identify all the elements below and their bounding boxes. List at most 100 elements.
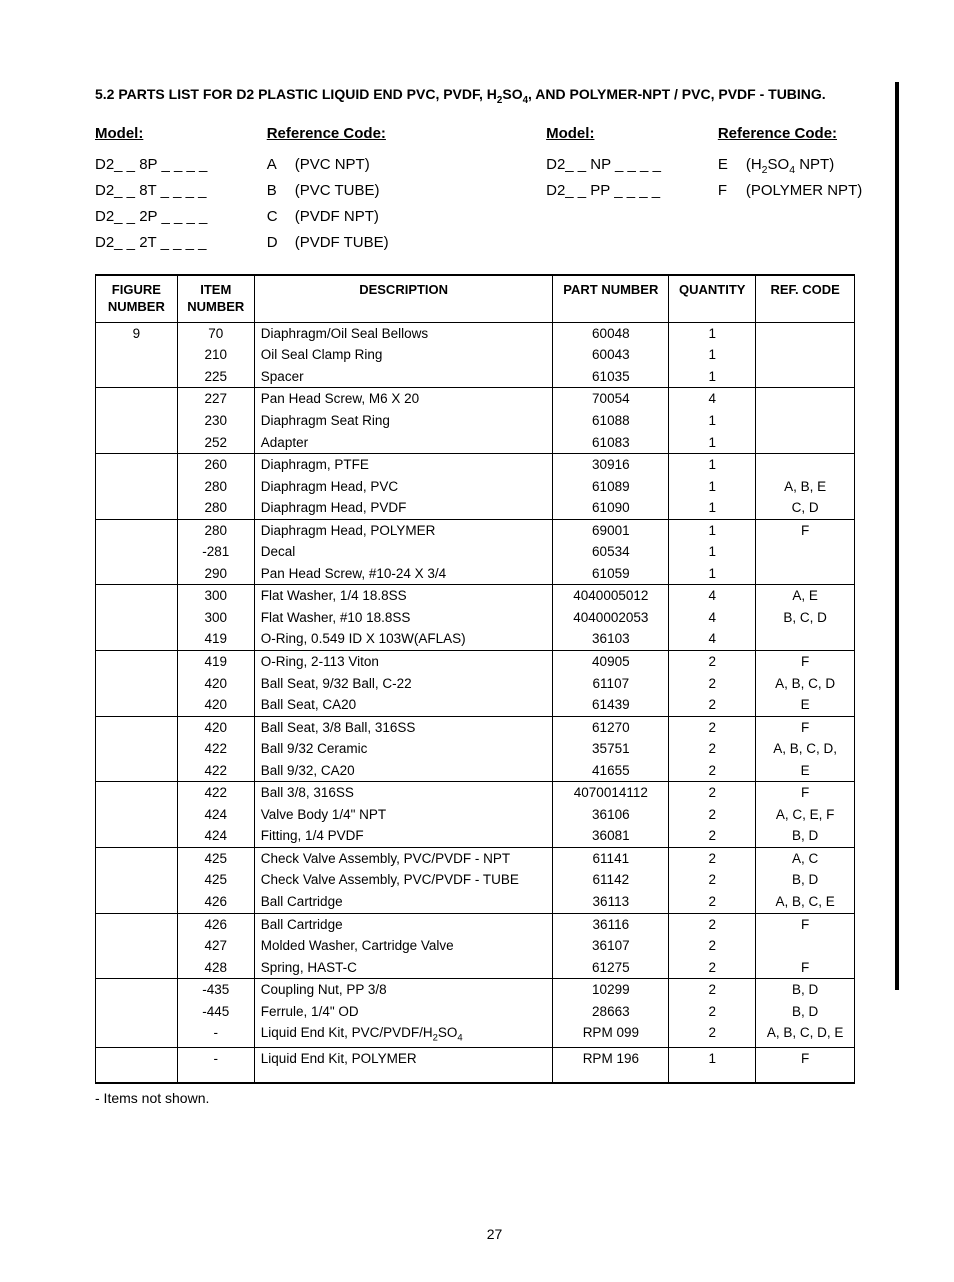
table-row: 970Diaphragm/Oil Seal Bellows600481	[96, 322, 855, 344]
cell-part: RPM 099	[553, 1022, 669, 1047]
cell-quantity: 2	[669, 913, 756, 935]
cell-quantity: 4	[669, 585, 756, 607]
cell-part: 61083	[553, 432, 669, 454]
table-row: 260Diaphragm, PTFE309161	[96, 454, 855, 476]
cell-refcode: B, D	[756, 825, 855, 847]
cell-description: Oil Seal Clamp Ring	[254, 344, 553, 366]
table-row: 280Diaphragm Head, PVC610891A, B, E	[96, 476, 855, 498]
cell-figure	[96, 957, 178, 979]
cell-description: Decal	[254, 541, 553, 563]
reference-code: F(POLYMER NPT)	[718, 178, 894, 204]
cell-quantity: 2	[669, 804, 756, 826]
cell-part: 61107	[553, 673, 669, 695]
cell-quantity: 1	[669, 476, 756, 498]
cell-figure	[96, 454, 178, 476]
cell-figure	[96, 738, 178, 760]
cell-part: 61089	[553, 476, 669, 498]
cell-description: Liquid End Kit, POLYMER	[254, 1048, 553, 1083]
cell-description: Pan Head Screw, M6 X 20	[254, 388, 553, 410]
reference-code: B(PVC TUBE)	[267, 178, 526, 204]
cell-part: 40905	[553, 651, 669, 673]
table-row: 300Flat Washer, 1/4 18.8SS40400050124A, …	[96, 585, 855, 607]
cell-part: 36116	[553, 913, 669, 935]
cell-refcode: A, B, C, D, E	[756, 1022, 855, 1047]
cell-refcode	[756, 935, 855, 957]
cell-quantity: 4	[669, 607, 756, 629]
cell-description: Valve Body 1/4" NPT	[254, 804, 553, 826]
table-row: 280Diaphragm Head, POLYMER690011F	[96, 519, 855, 541]
cell-refcode: F	[756, 651, 855, 673]
cell-part: 61088	[553, 410, 669, 432]
cell-figure	[96, 1001, 178, 1023]
cell-refcode: B, D	[756, 869, 855, 891]
cell-description: Diaphragm, PTFE	[254, 454, 553, 476]
section-title: 5.2 PARTS LIST FOR D2 PLASTIC LIQUID END…	[95, 85, 894, 107]
cell-item: 426	[177, 891, 254, 913]
cell-refcode: A, C	[756, 847, 855, 869]
cell-item: 280	[177, 476, 254, 498]
cell-description: Ball Seat, 3/8 Ball, 316SS	[254, 716, 553, 738]
cell-item: 425	[177, 869, 254, 891]
cell-refcode	[756, 410, 855, 432]
col-header-part: PART NUMBER	[553, 275, 669, 322]
cell-quantity: 2	[669, 979, 756, 1001]
cell-part: 61270	[553, 716, 669, 738]
cell-quantity: 2	[669, 891, 756, 913]
model-heading: Model:	[546, 125, 698, 142]
cell-item: 420	[177, 673, 254, 695]
cell-refcode: F	[756, 913, 855, 935]
cell-description: Ball Seat, 9/32 Ball, C-22	[254, 673, 553, 695]
cell-item: 428	[177, 957, 254, 979]
cell-item: -281	[177, 541, 254, 563]
cell-quantity: 1	[669, 541, 756, 563]
cell-refcode: B, D	[756, 1001, 855, 1023]
cell-item: 419	[177, 628, 254, 650]
table-header-row: FIGURE NUMBER ITEM NUMBER DESCRIPTION PA…	[96, 275, 855, 322]
table-row: 230Diaphragm Seat Ring610881	[96, 410, 855, 432]
cell-part: 4040002053	[553, 607, 669, 629]
table-row: 419O-Ring, 2-113 Viton409052F	[96, 651, 855, 673]
cell-quantity: 2	[669, 847, 756, 869]
cell-item: 422	[177, 782, 254, 804]
cell-figure	[96, 585, 178, 607]
cell-figure	[96, 563, 178, 585]
cell-item: 290	[177, 563, 254, 585]
cell-quantity: 2	[669, 1022, 756, 1047]
cell-description: Ferrule, 1/4" OD	[254, 1001, 553, 1023]
cell-refcode: F	[756, 1048, 855, 1083]
cell-figure	[96, 497, 178, 519]
table-row: -Liquid End Kit, PVC/PVDF/H2SO4RPM 0992A…	[96, 1022, 855, 1047]
cell-part: 36107	[553, 935, 669, 957]
cell-figure: 9	[96, 322, 178, 344]
cell-description: Coupling Nut, PP 3/8	[254, 979, 553, 1001]
cell-figure	[96, 804, 178, 826]
table-row: 425Check Valve Assembly, PVC/PVDF - NPT6…	[96, 847, 855, 869]
cell-description: Ball 9/32, CA20	[254, 760, 553, 782]
page: 5.2 PARTS LIST FOR D2 PLASTIC LIQUID END…	[0, 0, 954, 1282]
table-row: 422Ball 9/32, CA20416552E	[96, 760, 855, 782]
col-header-refcode: REF. CODE	[756, 275, 855, 322]
table-row: 225Spacer610351	[96, 366, 855, 388]
table-row: 227Pan Head Screw, M6 X 20700544	[96, 388, 855, 410]
cell-refcode: A, B, E	[756, 476, 855, 498]
cell-part: 61142	[553, 869, 669, 891]
cell-figure	[96, 716, 178, 738]
cell-quantity: 2	[669, 869, 756, 891]
table-row: 424Fitting, 1/4 PVDF360812B, D	[96, 825, 855, 847]
cell-refcode	[756, 322, 855, 344]
cell-description: Ball Seat, CA20	[254, 694, 553, 716]
table-row: 426Ball Cartridge361132A, B, C, E	[96, 891, 855, 913]
cell-quantity: 4	[669, 628, 756, 650]
cell-item: 422	[177, 760, 254, 782]
cell-refcode	[756, 388, 855, 410]
cell-description: Fitting, 1/4 PVDF	[254, 825, 553, 847]
cell-figure	[96, 673, 178, 695]
cell-item: -435	[177, 979, 254, 1001]
cell-quantity: 2	[669, 1001, 756, 1023]
cell-description: Molded Washer, Cartridge Valve	[254, 935, 553, 957]
cell-refcode	[756, 432, 855, 454]
cell-figure	[96, 388, 178, 410]
cell-figure	[96, 432, 178, 454]
cell-quantity: 2	[669, 957, 756, 979]
cell-description: Flat Washer, #10 18.8SS	[254, 607, 553, 629]
